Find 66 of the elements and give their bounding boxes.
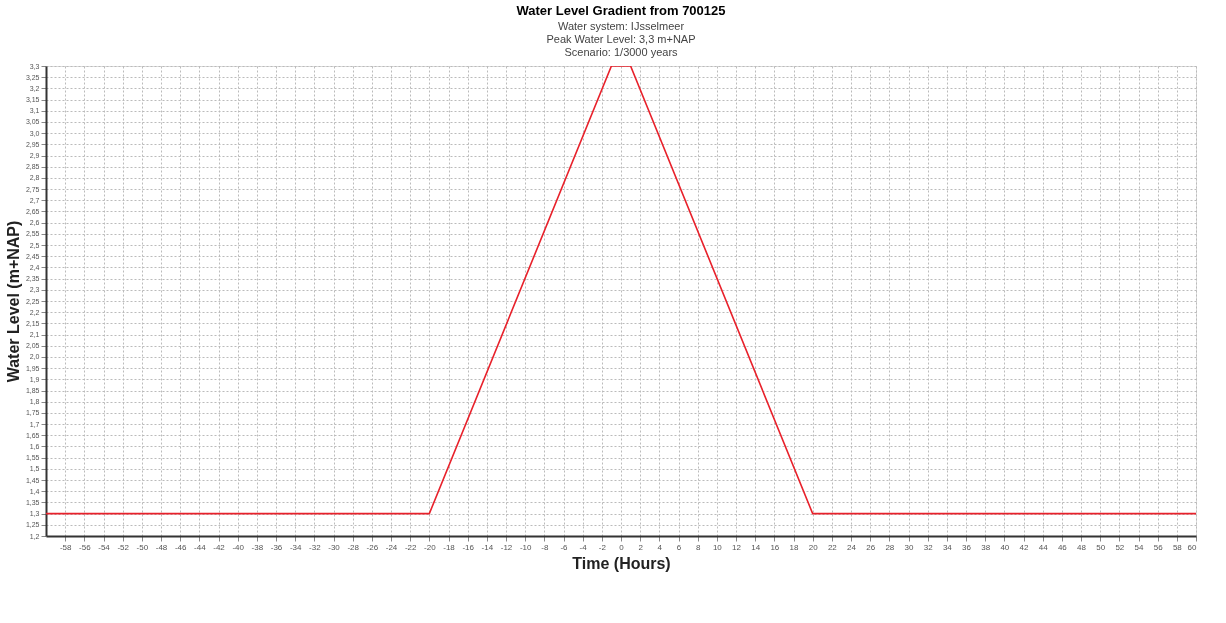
x-tick-label: -20 bbox=[424, 542, 437, 552]
x-tick-label: 60 bbox=[1187, 542, 1198, 552]
x-tick-label: -24 bbox=[385, 542, 398, 552]
x-tick-label: 34 bbox=[942, 542, 953, 552]
x-axis-title: Time (Hours) bbox=[572, 554, 671, 572]
x-tick-label: 46 bbox=[1057, 542, 1068, 552]
x-tick-label: 58 bbox=[1172, 542, 1183, 552]
x-tick-label: -48 bbox=[155, 542, 168, 552]
x-tick-label: 10 bbox=[712, 542, 723, 552]
x-tick-label: -6 bbox=[560, 542, 569, 552]
text: Water system: IJsselmeer bbox=[557, 20, 685, 32]
x-tick-label: -44 bbox=[194, 542, 207, 552]
x-tick-label: -2 bbox=[598, 542, 607, 552]
x-tick-label: 42 bbox=[1019, 542, 1029, 552]
x-tick-label: -36 bbox=[270, 542, 283, 552]
x-tick-label: -18 bbox=[443, 542, 456, 552]
x-tick-label: 14 bbox=[751, 542, 761, 552]
x-tick-label: -58 bbox=[59, 542, 72, 552]
x-tick-label: -46 bbox=[174, 542, 187, 552]
x-tick-label: 12 bbox=[732, 542, 742, 552]
x-tick-label: -32 bbox=[309, 542, 322, 552]
x-tick-label: -4 bbox=[579, 542, 588, 552]
x-tick-label: 54 bbox=[1134, 542, 1144, 552]
chart-title: Water Level Gradient from 700125 bbox=[516, 3, 726, 18]
x-tick-label: 28 bbox=[885, 542, 895, 552]
x-tick-label: -56 bbox=[79, 542, 92, 552]
x-tick-label: -26 bbox=[366, 542, 379, 552]
x-tick-label: 20 bbox=[808, 542, 819, 552]
x-tick-label: 44 bbox=[1038, 542, 1049, 552]
x-tick-label: -42 bbox=[213, 542, 226, 552]
x-tick-label: 2 bbox=[638, 542, 644, 552]
x-tick-label: -28 bbox=[347, 542, 360, 552]
x-tick-label: -30 bbox=[328, 542, 341, 552]
x-tick-label: -22 bbox=[404, 542, 417, 552]
x-tick-label: -16 bbox=[462, 542, 475, 552]
text: Peak Water Level: 3,3 m+NAP bbox=[546, 33, 696, 45]
x-tick-label: 50 bbox=[1096, 542, 1106, 552]
x-tick-label: 56 bbox=[1153, 542, 1164, 552]
x-tick-label: 30 bbox=[904, 542, 914, 552]
x-tick-label: -50 bbox=[136, 542, 149, 552]
x-tick-label: 24 bbox=[847, 542, 857, 552]
x-tick-label: -38 bbox=[251, 542, 264, 552]
x-tick-label: 36 bbox=[962, 542, 972, 552]
x-tick-label: -54 bbox=[98, 542, 111, 552]
x-tick-label: -52 bbox=[117, 542, 130, 552]
x-tick-label: -14 bbox=[481, 542, 494, 552]
x-tick-label: 38 bbox=[981, 542, 991, 552]
x-tick-label: 4 bbox=[657, 542, 663, 552]
x-tick-label: -40 bbox=[232, 542, 245, 552]
x-tick-label: 6 bbox=[676, 542, 682, 552]
x-tick-label: 40 bbox=[1000, 542, 1010, 552]
x-tick-label: 52 bbox=[1115, 542, 1125, 552]
x-tick-label: -34 bbox=[289, 542, 302, 552]
text: Scenario: 1/3000 years bbox=[564, 46, 678, 58]
x-tick-label: 22 bbox=[827, 542, 838, 552]
x-tick-label: 18 bbox=[789, 542, 799, 552]
x-tick-label: 48 bbox=[1077, 542, 1087, 552]
x-tick-label: 32 bbox=[923, 542, 934, 552]
x-tick-label: -8 bbox=[541, 542, 549, 552]
x-tick-label: 26 bbox=[866, 542, 876, 552]
y-axis-title: Water Level (m+NAP) bbox=[4, 220, 22, 383]
x-tick-label: -10 bbox=[519, 542, 532, 552]
x-tick-label: 16 bbox=[770, 542, 780, 552]
x-tick-label: -12 bbox=[500, 542, 513, 552]
x-tick-label: 8 bbox=[695, 542, 701, 552]
x-tick-label: 0 bbox=[619, 542, 625, 552]
